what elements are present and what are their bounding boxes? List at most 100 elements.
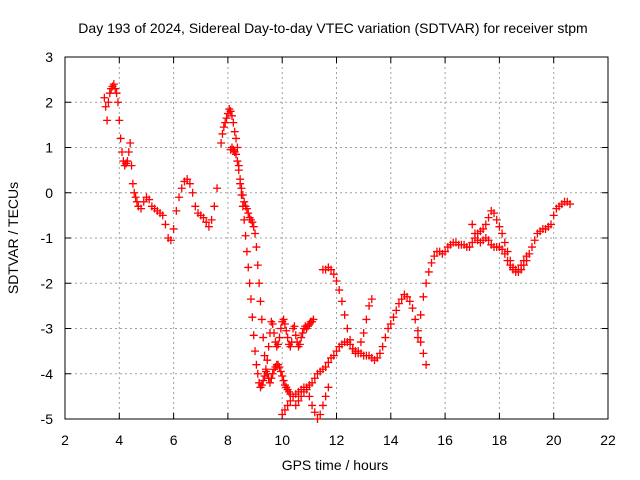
x-axis-label: GPS time / hours bbox=[282, 457, 389, 473]
data-point bbox=[232, 134, 241, 143]
data-point bbox=[489, 209, 498, 218]
data-point bbox=[100, 93, 109, 102]
series-seg6 bbox=[318, 263, 376, 358]
y-tick-label: -5 bbox=[41, 411, 54, 427]
data-point bbox=[343, 324, 352, 333]
data-point bbox=[240, 215, 249, 224]
data-point bbox=[413, 333, 422, 342]
data-point bbox=[275, 362, 284, 371]
y-tick-label: 0 bbox=[45, 185, 53, 201]
data-point bbox=[256, 297, 265, 306]
data-point bbox=[309, 315, 318, 324]
data-point bbox=[321, 392, 330, 401]
data-point bbox=[210, 202, 219, 211]
data-point bbox=[416, 310, 425, 319]
data-point bbox=[329, 270, 338, 279]
data-point bbox=[255, 279, 264, 288]
series-seg3 bbox=[226, 143, 295, 399]
data-point bbox=[169, 224, 178, 233]
x-tick-label: 4 bbox=[115, 432, 123, 448]
data-point bbox=[249, 331, 258, 340]
data-point bbox=[522, 252, 531, 261]
data-point bbox=[411, 315, 420, 324]
data-point bbox=[139, 197, 148, 206]
data-point bbox=[470, 229, 479, 238]
data-point bbox=[248, 313, 257, 322]
data-point bbox=[298, 329, 307, 338]
data-point bbox=[199, 213, 208, 222]
data-point bbox=[257, 381, 266, 390]
data-point bbox=[241, 231, 250, 240]
data-point bbox=[294, 396, 303, 405]
data-point bbox=[356, 338, 365, 347]
data-point bbox=[308, 401, 317, 410]
data-point bbox=[392, 306, 401, 315]
data-point bbox=[230, 127, 239, 136]
data-point bbox=[337, 297, 346, 306]
data-point bbox=[237, 184, 246, 193]
data-point bbox=[484, 236, 493, 245]
data-point bbox=[327, 265, 336, 274]
data-point bbox=[270, 329, 279, 338]
data-point bbox=[367, 295, 376, 304]
data-point bbox=[278, 372, 287, 381]
data-point bbox=[132, 197, 141, 206]
data-point bbox=[267, 374, 276, 383]
data-point bbox=[329, 351, 338, 360]
data-point bbox=[245, 279, 254, 288]
data-point bbox=[381, 333, 390, 342]
data-point bbox=[422, 360, 431, 369]
data-point bbox=[185, 179, 194, 188]
data-point bbox=[310, 408, 319, 417]
data-point bbox=[430, 252, 439, 261]
data-point bbox=[251, 347, 260, 356]
data-point bbox=[109, 80, 118, 89]
data-point bbox=[217, 138, 226, 147]
data-point bbox=[259, 333, 268, 342]
data-point bbox=[161, 220, 170, 229]
data-point bbox=[268, 319, 277, 328]
data-point bbox=[227, 111, 236, 120]
y-tick-label: -4 bbox=[41, 366, 54, 382]
data-point bbox=[565, 200, 574, 209]
data-point bbox=[253, 369, 262, 378]
data-point bbox=[232, 150, 241, 159]
data-point bbox=[403, 292, 412, 301]
data-point bbox=[297, 392, 306, 401]
data-point bbox=[310, 374, 319, 383]
data-point bbox=[299, 387, 308, 396]
data-point bbox=[283, 333, 292, 342]
data-point bbox=[332, 276, 341, 285]
data-point bbox=[251, 229, 260, 238]
series-seg8 bbox=[468, 220, 531, 276]
data-point bbox=[375, 349, 384, 358]
data-point bbox=[397, 295, 406, 304]
data-point bbox=[495, 222, 504, 231]
data-point bbox=[226, 107, 235, 116]
data-point bbox=[295, 340, 304, 349]
data-point bbox=[253, 261, 262, 270]
data-point bbox=[324, 358, 333, 367]
data-point bbox=[274, 340, 283, 349]
y-tick-label: -3 bbox=[41, 321, 54, 337]
series-seg1 bbox=[100, 80, 222, 245]
data-point bbox=[233, 157, 242, 166]
data-point bbox=[104, 98, 113, 107]
data-points bbox=[100, 80, 574, 423]
data-point bbox=[318, 401, 327, 410]
data-point bbox=[416, 338, 425, 347]
data-point bbox=[297, 333, 306, 342]
data-point bbox=[517, 261, 526, 270]
data-point bbox=[204, 222, 213, 231]
data-point bbox=[373, 353, 382, 362]
data-point bbox=[424, 267, 433, 276]
data-point bbox=[340, 310, 349, 319]
data-point bbox=[252, 243, 261, 252]
y-tick-label: 3 bbox=[45, 49, 53, 65]
data-point bbox=[419, 292, 428, 301]
data-point bbox=[365, 301, 374, 310]
data-point bbox=[283, 401, 292, 410]
data-point bbox=[124, 148, 133, 157]
data-point bbox=[257, 315, 266, 324]
